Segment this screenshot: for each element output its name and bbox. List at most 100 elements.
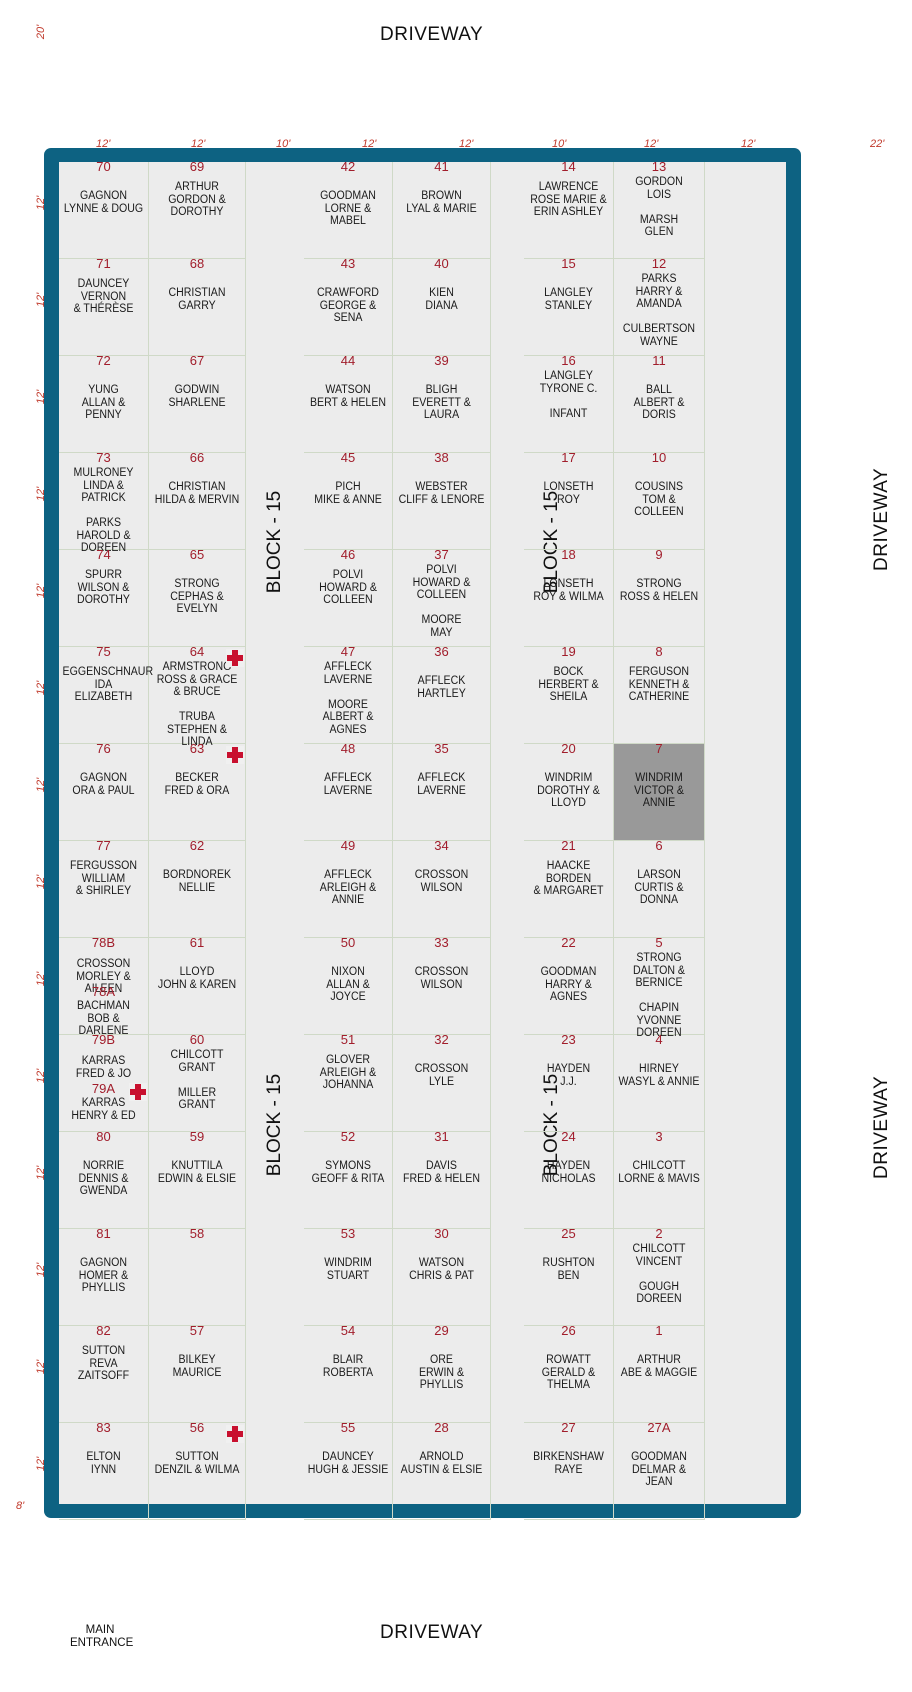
plot-61[interactable]: 61 LLOYD JOHN & KAREN [149,936,246,1035]
plot-51[interactable]: 51 GLOVER ARLEIGH & JOHANNA [304,1033,393,1132]
plot-23[interactable]: 23 HAYDEN J.J. [524,1033,614,1132]
plot-75[interactable]: 75 EGGENSCHNAUR IDA ELIZABETH [59,645,153,744]
plot-17[interactable]: 17 LONSETH ROY [524,451,614,550]
plot-occupants: WEBSTER CLIFF & LENORE [398,481,485,506]
plot-71[interactable]: 71 DAUNCEY VERNON & THÉRÈSE [59,257,149,356]
plot-66[interactable]: 66 CHRISTIAN HILDA & MERVIN [149,450,246,550]
plot-8[interactable]: 8 FERGUSON KENNETH & CATHERINE [614,645,705,744]
plot-21[interactable]: 21 HAACKE BORDEN & MARGARET [524,839,614,938]
plot-49[interactable]: 49 AFFLECK ARLEIGH & ANNIE [304,839,393,938]
plot-number: 15 [561,256,576,271]
plot-36[interactable]: 36 AFFLECK HARTLEY [393,645,491,744]
plot-20[interactable]: 20 WINDRIM DOROTHY & LLOYD [524,742,614,841]
plot-63[interactable]: 63 BECKER FRED & ORA [149,742,246,841]
plot-55[interactable]: 55 DAUNCEY HUGH & JESSIE [304,1421,393,1520]
driveway-right-upper-label: DRIVEWAY [871,467,892,571]
plot-35[interactable]: 35 AFFLECK LAVERNE [393,742,491,841]
plot-3[interactable]: 3 CHILCOTT LORNE & MAVIS [614,1130,705,1229]
plot-occupants: PICH MIKE & ANNE [314,481,382,506]
plot-27[interactable]: 27 BIRKENSHAW RAYE [524,1420,614,1520]
plot-47[interactable]: 47 AFFLECK LAVERNE MOORE ALBERT & AGNES [304,644,393,744]
plot-33[interactable]: 33 CROSSON WILSON [393,936,491,1035]
plot-19[interactable]: 19 BOCK HERBERT & SHEILA [524,645,614,744]
plot-37[interactable]: 37 POLVI HOWARD & COLLEEN MOORE MAY [393,548,491,647]
plot-14[interactable]: 14 LAWRENCE ROSE MARIE & ERIN ASHLEY [524,160,614,259]
plot-10[interactable]: 10 COUSINS TOM & COLLEEN [614,451,705,550]
plot-43[interactable]: 43 CRAWFORD GEORGE & SENA [304,257,393,356]
plot-80[interactable]: 80 NORRIE DENNIS & GWENDA [59,1130,149,1229]
plot-11[interactable]: 11 BALL ALBERT & DORIS [614,354,705,453]
plot-24[interactable]: 24 HAYDEN NICHOLAS [524,1130,614,1229]
plot-60[interactable]: 60 CHILCOTT GRANT MILLER GRANT [149,1033,246,1132]
plot-number: 73 [96,450,111,465]
plot-occupants: LANGLEY STANLEY [544,287,593,312]
plot-occupants: SYMONS GEOFF & RITA [311,1160,385,1185]
plot-number: 44 [340,353,356,368]
plot-72[interactable]: 72 YUNG ALLAN & PENNY [59,354,149,453]
plot-58[interactable]: 58 [149,1227,246,1326]
plot-65[interactable]: 65 STRONG CEPHAS & EVELYN [149,548,246,647]
plot-4[interactable]: 4 HIRNEY WASYL & ANNIE [614,1033,705,1132]
plot-27A[interactable]: 27A GOODMAN DELMAR & JEAN [614,1421,705,1520]
plot-22[interactable]: 22 GOODMAN HARRY & AGNES [524,936,614,1035]
plot-59[interactable]: 59 KNUTTILA EDWIN & ELSIE [149,1130,246,1229]
plot-18[interactable]: 18 LONSETH ROY & WILMA [524,548,614,647]
plot-62[interactable]: 62 BORDNOREK NELLIE [149,839,246,938]
plot-57[interactable]: 57 BILKEY MAURICE [149,1324,246,1423]
plot-67[interactable]: 67 GODWIN SHARLENE [149,354,246,453]
plot-74[interactable]: 74 SPURR WILSON & DOROTHY [59,548,149,647]
plot-occupants: WINDRIM STUART [324,1257,372,1282]
plot-81[interactable]: 81 GAGNON HOMER & PHYLLIS [59,1227,149,1326]
plot-69[interactable]: 69 ARTHUR GORDON & DOROTHY [149,159,246,259]
plot-32[interactable]: 32 CROSSON LYLE [393,1033,491,1132]
plot-29[interactable]: 29 ORE ERWIN & PHYLLIS [393,1324,491,1423]
plot-76[interactable]: 76 GAGNON ORA & PAUL [59,742,149,841]
plot-number: 69 [189,159,205,174]
plot-38[interactable]: 38 WEBSTER CLIFF & LENORE [393,451,491,550]
plot-31[interactable]: 31 DAVIS FRED & HELEN [393,1130,491,1229]
plot-50[interactable]: 50 NIXON ALLAN & JOYCE [304,935,393,1035]
plot-6[interactable]: 6 LARSON CURTIS & DONNA [614,839,705,938]
plot-13[interactable]: 13 GORDON LOIS MARSH GLEN [614,160,705,259]
plot-number: 47 [340,644,356,659]
plot-30[interactable]: 30 WATSON CHRIS & PAT [393,1227,491,1326]
plot-15[interactable]: 15 LANGLEY STANLEY [524,256,614,356]
plot-25[interactable]: 25 RUSHTON BEN [524,1227,614,1326]
plot-26[interactable]: 26 ROWATT GERALD & THELMA [524,1324,614,1423]
plot-68[interactable]: 68 CHRISTIAN GARRY [149,257,246,356]
plot-28[interactable]: 28 ARNOLD AUSTIN & ELSIE [393,1421,491,1520]
plot-number: 66 [189,450,205,465]
plot-64[interactable]: 64 ARMSTRONG ROSS & GRACE & BRUCE TRUBA S… [149,645,246,748]
plot-73[interactable]: 73 MULRONEY LINDA & PATRICK PARKS HAROLD … [59,450,149,554]
plot-77[interactable]: 77 FERGUSSON WILLIAM & SHIRLEY [59,839,149,938]
plot-2[interactable]: 2 CHILCOTT VINCENT GOUGH DOREEN [614,1227,705,1326]
plot-53[interactable]: 53 WINDRIM STUART [304,1227,393,1326]
plot-48[interactable]: 48 AFFLECK LAVERNE [304,742,393,841]
plot-39[interactable]: 39 BLIGH EVERETT & LAURA [393,354,491,453]
plot-5[interactable]: 5 STRONG DALTON & BERNICE CHAPIN YVONNE D… [614,936,705,1039]
plot-83[interactable]: 83 ELTON IYNN [59,1421,149,1520]
plot-16[interactable]: 16 LANGLEY TYRONE C. INFANT [524,354,614,453]
plot-78B[interactable]: 78B CROSSON MORLEY & AILEEN 78A BACHMAN BOB… [59,936,149,1037]
plot-number: 27 [561,1420,576,1435]
plot-54[interactable]: 54 BLAIR ROBERTA [304,1324,393,1423]
plot-40[interactable]: 40 KIEN DIANA [393,257,491,356]
plot-46[interactable]: 46 POLVI HOWARD & COLLEEN [304,548,393,647]
plot-56[interactable]: 56 SUTTON DENZIL & WILMA [149,1421,246,1520]
plot-7[interactable]: 7 WINDRIM VICTOR & ANNIE [614,742,705,841]
plot-44[interactable]: 44 WATSON BERT & HELEN [304,353,393,453]
plot-45[interactable]: 45 PICH MIKE & ANNE [304,451,393,550]
plot-41[interactable]: 41 BROWN LYAL & MARIE [393,160,491,259]
plot-9[interactable]: 9 STRONG ROSS & HELEN [614,548,705,647]
plot-52[interactable]: 52 SYMONS GEOFF & RITA [304,1130,393,1229]
plot-number: 12 [651,256,667,271]
plot-70[interactable]: 70 GAGNON LYNNE & DOUG [59,160,149,259]
plot-42[interactable]: 42 GOODMAN LORNE & MABEL [304,160,393,259]
plot-82[interactable]: 82 SUTTON REVA ZAITSOFF [59,1324,149,1423]
plot-number: 50 [340,935,356,950]
plot-12[interactable]: 12 PARKS HARRY & AMANDA CULBERTSON WAYNE [614,256,705,356]
main-entrance-label: MAIN ENTRANCE [70,1624,134,1649]
plot-1[interactable]: 1 ARTHUR ABE & MAGGIE [614,1324,705,1423]
plot-34[interactable]: 34 CROSSON WILSON [393,839,491,938]
plot-79B[interactable]: 79B KARRAS FRED & JO 79A KARRAS HENRY & ED [59,1033,149,1132]
